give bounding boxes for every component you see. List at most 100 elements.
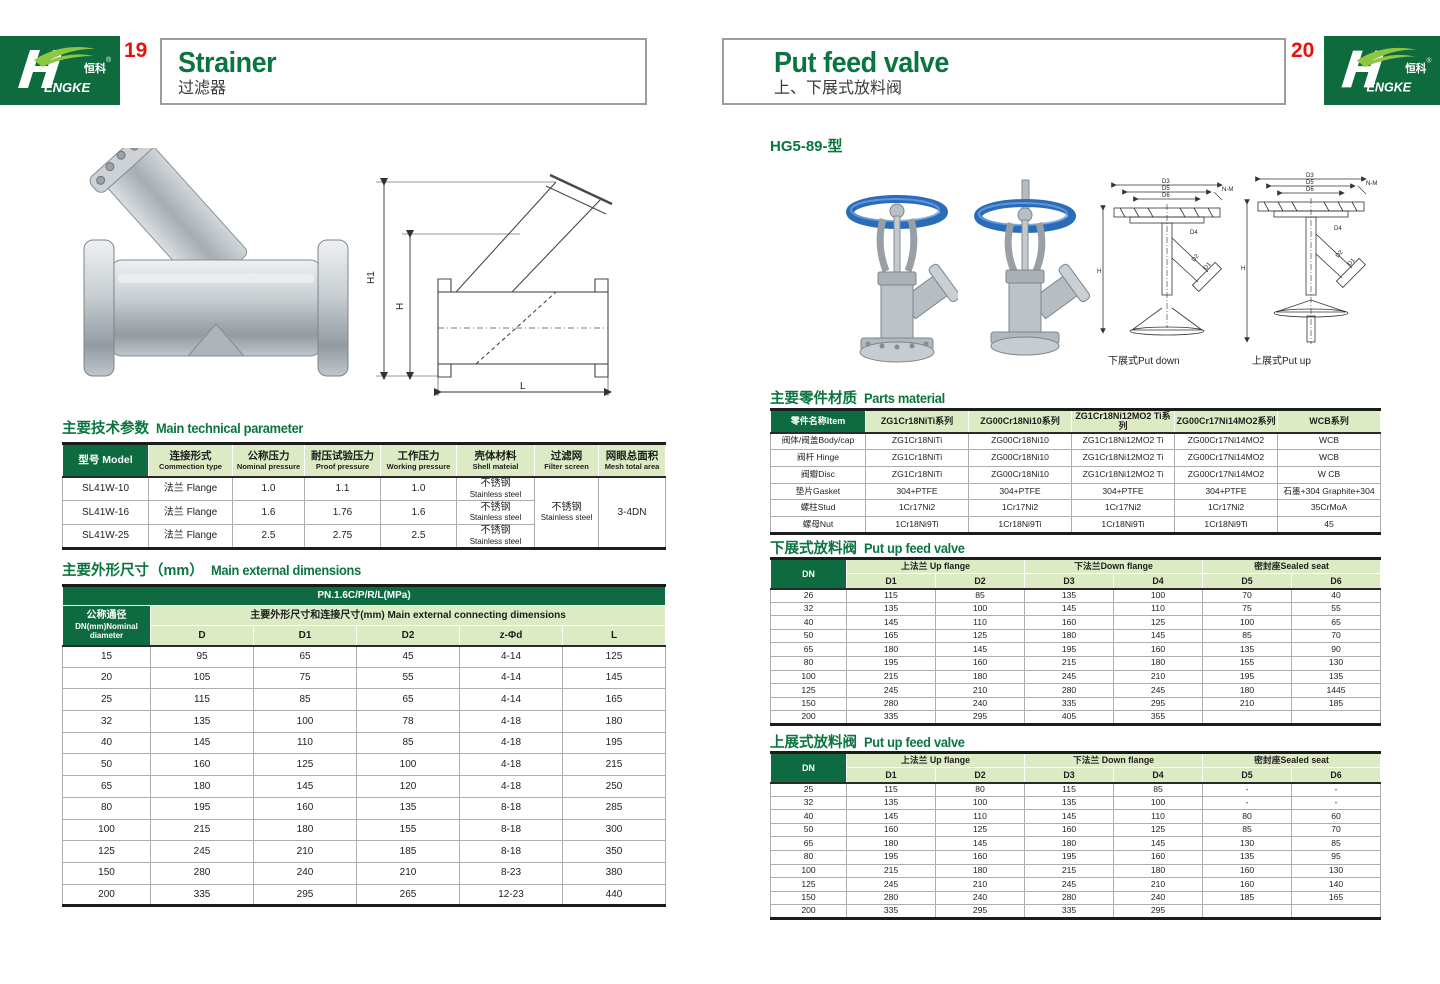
table-cell: 145 [1024, 809, 1115, 824]
table-cell: 125 [770, 683, 847, 698]
table-cell: D [150, 625, 254, 646]
table-cell: 3-4DN [598, 476, 666, 549]
table-cell: D4 [1113, 573, 1204, 589]
dim-label-h1: H1 [366, 271, 377, 284]
table-header-row: 公称通径 DN(mm)Nominal diameter 主要外形尺寸和连接尺寸(mm… [62, 605, 667, 646]
table-cell: 100 [1202, 615, 1293, 630]
table-cell [1202, 710, 1293, 725]
external-dims-table-body: 15 95 65 45 4-14 125 20 105 75 55 4-14 145 25 115 85 65… [62, 645, 667, 907]
table-cell: 85 [1291, 836, 1382, 851]
table-cell: 265 [356, 883, 460, 907]
put-down-valve-table-head: DN 上法兰 Up flange 下法兰Down flange 密封座Sealed s… [770, 558, 1382, 589]
dim-label-h: H [1097, 269, 1101, 275]
table-cell: PN.1.6C/P/R/L(MPa) [61, 585, 667, 606]
table-cell: 135 [150, 710, 254, 733]
table-cell: D1 [253, 625, 357, 646]
table-row: 25 115 80 115 85- - [770, 782, 1382, 797]
table-cell: 1Cr18Ni9Ti [865, 516, 969, 534]
left-page-title-en: Strainer [178, 47, 277, 79]
table-cell: 1Cr17Ni2 [1071, 499, 1175, 518]
table-cell: D1 [846, 767, 936, 783]
table-cell: 公称压力 Nominal pressure [232, 443, 305, 477]
table-cell: 工作压力 Working pressure [380, 443, 457, 477]
table-cell: 法兰 Flange [148, 500, 233, 525]
right-page-title-box: Put feed valve 上、下展式放料阀 [722, 38, 1286, 105]
table-row: 26 115 85 135 100 70 40 [770, 588, 1382, 603]
table-cell: 不锈钢 Stainless steel [456, 500, 535, 525]
table-row: 50 160 125 100 4-18 215 [62, 753, 667, 777]
table-cell: 32 [62, 710, 151, 733]
table-cell: 250 [561, 775, 667, 798]
table-cell: 85 [934, 588, 1026, 603]
table-row: 阀杆 Hinge ZG1Cr18NiTi ZG00Cr18Ni10 ZG1Cr18Ni… [770, 448, 1381, 467]
right-page-title-en: Put feed valve [774, 47, 949, 79]
table-cell: 100 [356, 753, 460, 777]
table-cell: 上法兰 Up flange [845, 558, 1026, 574]
table-cell: 210 [1113, 669, 1204, 685]
table-row: 垫片Gasket 304+PTFE 304+PTFE 304+PTFE 304+PTFE… [770, 482, 1381, 501]
table-cell: ZG1Cr18Ni12MO2 Ti [1071, 448, 1175, 467]
table-cell: 215 [150, 818, 254, 842]
table-cell: - [1202, 795, 1293, 811]
table-cell: 110 [934, 809, 1026, 824]
put-down-valve-table-body: 26 115 85 135 100 70 40 32 135 100 145 110 75 55 40 145… [770, 588, 1382, 725]
table-cell: 4-18 [459, 775, 563, 798]
table-cell: 150 [62, 861, 151, 885]
table-cell: 1Cr18Ni9Ti [968, 516, 1072, 534]
table-cell: 55 [356, 666, 460, 690]
table-cell: SL41W-25 [62, 524, 149, 549]
table-cell: 405 [1024, 710, 1115, 725]
table-cell: ZG00Cr18Ni10 [968, 465, 1072, 484]
table-cell: 200 [770, 710, 847, 725]
table-cell: 85 [356, 731, 460, 755]
section-title-zh: 主要技术参数 [62, 421, 149, 437]
section-title-zh: 上展式放料阀 [770, 735, 857, 751]
table-cell: ZG00Cr17Ni14MO2 [1174, 465, 1278, 484]
table-cell: 2.5 [380, 524, 457, 549]
table-cell: 70 [1291, 822, 1382, 838]
table-row: SL41W-25 法兰 Flange 2.5 2.75 2.5 不锈钢 Stainless … [62, 524, 666, 549]
table-header-row: D1 D2 D3 D4 D5 D6 [771, 573, 1382, 589]
table-cell: 180 [1113, 863, 1204, 879]
table-cell: 1Cr18Ni9Ti [1071, 516, 1175, 534]
table-cell: 125 [770, 877, 847, 892]
table-cell: 145 [934, 642, 1026, 657]
table-row: 50 160 125 160 125 85 70 [770, 822, 1382, 838]
table-cell: 25 [62, 688, 151, 712]
table-cell: 335 [1024, 696, 1115, 712]
table-cell: 1.0 [232, 476, 305, 501]
table-cell: 螺母Nut [770, 516, 866, 534]
table-cell: 85 [1202, 628, 1293, 644]
table-cell: 140 [1291, 877, 1382, 892]
table-cell: 335 [150, 883, 254, 907]
table-row: 50 165 125 180 145 85 70 [770, 628, 1382, 644]
table-cell: 下法兰Down flange [1024, 558, 1204, 574]
table-cell: 215 [1024, 863, 1115, 879]
table-cell: 160 [934, 655, 1026, 671]
table-cell: 145 [1024, 601, 1115, 617]
table-cell: ZG1Cr18Ni12MO2 Ti [1071, 465, 1175, 484]
table-row: 100 215 180 215 180 160 130 [770, 863, 1382, 879]
table-cell: 80 [770, 849, 847, 865]
table-cell: 245 [1024, 669, 1115, 685]
table-cell: 70 [1202, 588, 1293, 603]
table-cell: 阀杆 Hinge [770, 448, 866, 467]
section-title-external-dims: 主要外形尺寸（mm） Main external dimensions [62, 559, 369, 580]
table-cell: 100 [1113, 588, 1204, 603]
table-cell: - [1202, 782, 1293, 797]
table-cell: ZG1Cr18Ni12MO2 Ti [1071, 432, 1175, 450]
table-cell: 180 [846, 642, 936, 657]
table-cell: 210 [934, 877, 1026, 892]
table-cell: 石墨+304 Graphite+304 [1277, 482, 1381, 501]
table-cell: 245 [846, 683, 936, 698]
table-row: 80 195 160 195 160 135 95 [770, 849, 1382, 865]
table-cell: 法兰 Flange [148, 524, 233, 549]
tech-param-table: 型号 Model 连接形式 Commection type 公称压力 Nominal p… [62, 442, 666, 550]
table-cell: 160 [1113, 849, 1204, 865]
table-row: 32 135 100 135 100- - [770, 795, 1382, 811]
table-row: 15 95 65 45 4-14 125 [62, 645, 667, 668]
table-cell: 32 [770, 795, 847, 811]
table-cell: D5 [1202, 573, 1293, 589]
table-cell: 15 [62, 645, 151, 668]
table-row: 螺母Nut 1Cr18Ni9Ti 1Cr18Ni9Ti 1Cr18Ni9Ti 1Cr18… [770, 516, 1381, 534]
